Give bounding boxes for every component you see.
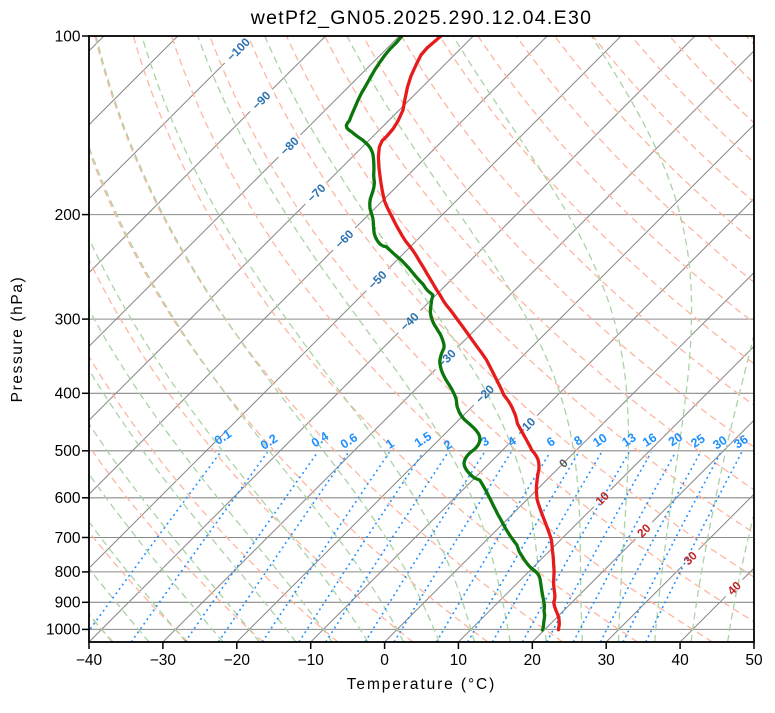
svg-text:100: 100 (55, 28, 81, 45)
svg-text:wetPf2_GN05.2025.290.12.04.E30: wetPf2_GN05.2025.290.12.04.E30 (250, 7, 592, 29)
svg-text:900: 900 (55, 595, 81, 612)
svg-text:10: 10 (450, 652, 468, 669)
svg-text:300: 300 (55, 311, 81, 328)
svg-text:500: 500 (55, 443, 81, 460)
svg-text:−30: −30 (150, 652, 177, 669)
svg-text:0: 0 (380, 652, 389, 669)
svg-text:1000: 1000 (46, 622, 81, 639)
svg-text:800: 800 (55, 564, 81, 581)
svg-text:200: 200 (55, 207, 81, 224)
svg-text:−20: −20 (224, 652, 251, 669)
svg-text:Temperature (°C): Temperature (°C) (347, 676, 496, 693)
svg-text:40: 40 (671, 652, 689, 669)
svg-text:30: 30 (598, 652, 616, 669)
svg-text:400: 400 (55, 386, 81, 403)
svg-text:Pressure (hPa): Pressure (hPa) (9, 276, 26, 403)
svg-text:−10: −10 (298, 652, 325, 669)
svg-text:600: 600 (55, 490, 81, 507)
svg-text:50: 50 (745, 652, 763, 669)
svg-text:−40: −40 (76, 652, 103, 669)
svg-text:20: 20 (524, 652, 542, 669)
svg-text:700: 700 (55, 530, 81, 547)
